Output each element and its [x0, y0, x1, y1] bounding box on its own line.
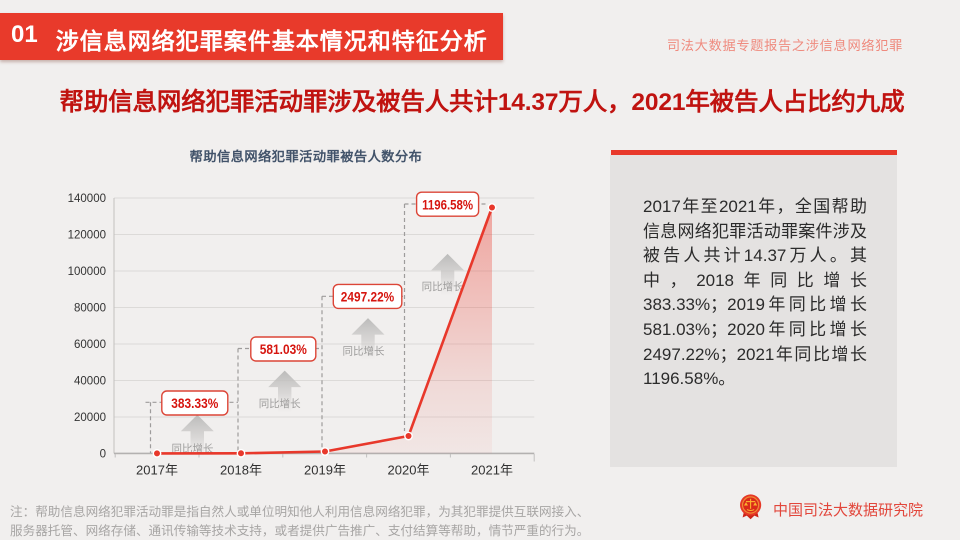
- svg-text:2020年: 2020年: [388, 463, 430, 478]
- svg-text:60000: 60000: [74, 339, 106, 351]
- svg-text:20000: 20000: [74, 412, 106, 424]
- svg-text:同比增长: 同比增长: [422, 280, 464, 293]
- svg-text:120000: 120000: [68, 230, 106, 242]
- svg-text:2018年: 2018年: [220, 463, 262, 478]
- svg-text:2019年: 2019年: [304, 463, 346, 478]
- svg-text:80000: 80000: [74, 303, 106, 315]
- svg-text:帮助信息网络犯罪活动罪被告人数分布: 帮助信息网络犯罪活动罪被告人数分布: [190, 148, 423, 164]
- svg-text:100000: 100000: [68, 266, 106, 278]
- svg-text:同比增长: 同比增长: [259, 397, 301, 410]
- svg-text:140000: 140000: [68, 193, 106, 205]
- svg-text:2021年: 2021年: [471, 463, 513, 478]
- svg-text:383.33%: 383.33%: [171, 395, 218, 411]
- svg-text:2017年: 2017年: [136, 463, 178, 478]
- svg-text:40000: 40000: [74, 376, 106, 388]
- svg-text:同比增长: 同比增长: [343, 345, 385, 358]
- svg-text:2497.22%: 2497.22%: [341, 289, 395, 305]
- svg-text:同比增长: 同比增长: [172, 442, 214, 455]
- svg-text:1196.58%: 1196.58%: [422, 196, 473, 212]
- svg-text:581.03%: 581.03%: [260, 341, 307, 357]
- svg-text:0: 0: [100, 448, 106, 460]
